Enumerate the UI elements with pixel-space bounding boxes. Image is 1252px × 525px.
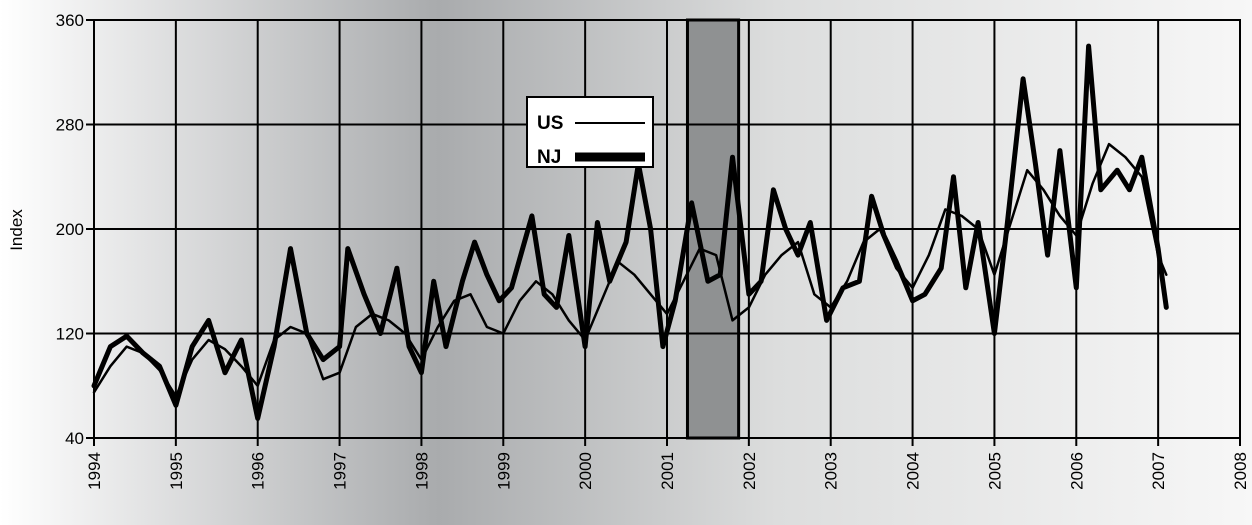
y-tick-label: 40 bbox=[65, 429, 84, 448]
x-tick-label: 2001 bbox=[658, 452, 677, 490]
x-tick-label: 1998 bbox=[412, 452, 431, 490]
y-axis-title: Index bbox=[7, 209, 26, 251]
plot-frame bbox=[93, 19, 1241, 439]
x-tick-label: 2008 bbox=[1231, 452, 1250, 490]
x-tick-label: 2000 bbox=[576, 452, 595, 490]
x-tick-label: 1994 bbox=[85, 452, 104, 490]
y-tick-label: 200 bbox=[56, 220, 84, 239]
x-tick-label: 2007 bbox=[1149, 452, 1168, 490]
x-tick-label: 2004 bbox=[904, 452, 923, 490]
x-tick-label: 2006 bbox=[1067, 452, 1086, 490]
x-tick-label: 1995 bbox=[167, 452, 186, 490]
y-tick-label: 360 bbox=[56, 11, 84, 30]
y-tick-label: 120 bbox=[56, 325, 84, 344]
x-tick-label: 1997 bbox=[331, 452, 350, 490]
x-tick-label: 1996 bbox=[249, 452, 268, 490]
x-tick-label: 2002 bbox=[740, 452, 759, 490]
legend-label-us: US bbox=[537, 113, 563, 134]
y-tick-label: 280 bbox=[56, 116, 84, 135]
x-tick-label: 2003 bbox=[822, 452, 841, 490]
legend-label-nj: NJ bbox=[537, 147, 561, 168]
x-tick-label: 2005 bbox=[985, 452, 1004, 490]
series-line-nj bbox=[91, 43, 1169, 421]
x-tick-label: 1999 bbox=[494, 452, 513, 490]
